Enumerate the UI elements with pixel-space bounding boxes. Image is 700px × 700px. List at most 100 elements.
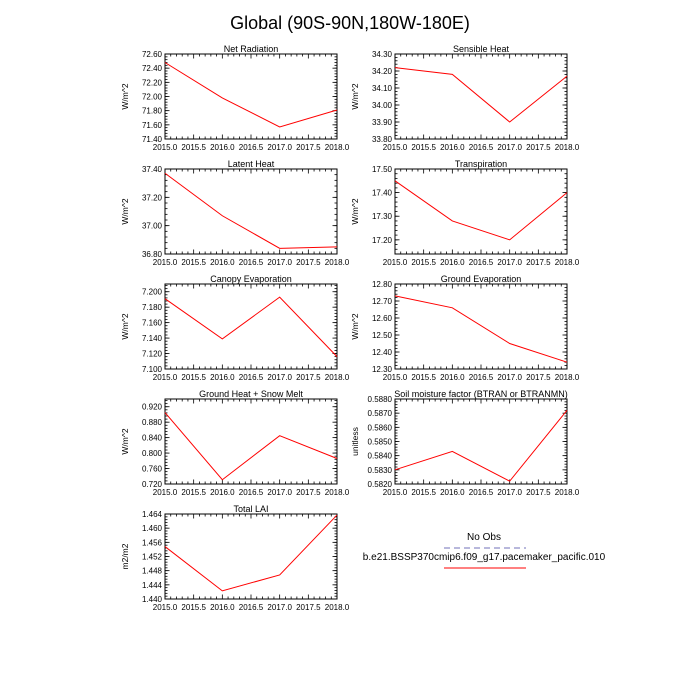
y-tick-label: 0.5850 [368,438,393,447]
x-tick-label: 2018.0 [325,488,350,497]
y-tick-label: 12.70 [372,297,393,306]
panel-title: Sensible Heat [453,44,510,54]
x-tick-label: 2017.0 [267,488,292,497]
x-tick-label: 2015.5 [181,603,206,612]
series-line [394,410,568,482]
y-axis-label: W/m^2 [350,83,360,109]
y-tick-label: 37.00 [142,222,163,231]
x-tick-label: 2015.0 [383,488,408,497]
y-tick-label: 33.80 [372,135,393,144]
x-tick-label: 2018.0 [555,143,580,152]
panel-title: Ground Evaporation [441,274,522,284]
x-tick-label: 2017.0 [497,143,522,152]
x-tick-label: 2017.5 [296,373,321,382]
y-tick-label: 0.840 [142,434,163,443]
panel-ground-evaporation: Ground Evaporation W/m^2 2015.0 2015.5 2016.… [350,274,580,382]
y-tick-label: 12.30 [372,365,393,374]
series-line [164,172,338,249]
y-tick-label: 33.90 [372,118,393,127]
series-line [394,180,568,241]
legend-label-obs: No Obs [467,532,501,543]
y-tick-label: 72.40 [142,64,163,73]
y-tick-label: 72.00 [142,93,163,102]
x-tick-label: 2016.0 [210,373,235,382]
x-tick-label: 2015.0 [153,258,178,267]
x-tick-label: 2016.0 [440,143,465,152]
y-axis-label: W/m^2 [120,198,130,224]
x-tick-label: 2018.0 [555,488,580,497]
x-tick-label: 2015.5 [181,488,206,497]
plot-frame [164,283,338,370]
x-tick-label: 2017.5 [296,143,321,152]
x-tick-label: 2015.0 [153,488,178,497]
x-tick-label: 2015.5 [411,488,436,497]
y-tick-label: 0.5820 [368,480,393,489]
x-tick-label: 2016.5 [239,258,264,267]
x-tick-label: 2016.0 [440,488,465,497]
x-tick-label: 2015.5 [181,258,206,267]
x-tick-label: 2016.5 [469,143,494,152]
series-line [394,295,568,363]
x-tick-label: 2016.5 [239,603,264,612]
x-tick-label: 2015.0 [383,373,408,382]
y-tick-label: 0.5830 [368,466,393,475]
y-tick-label: 7.200 [142,288,163,297]
x-tick-label: 2017.5 [526,258,551,267]
y-tick-label: 0.5870 [368,409,393,418]
x-tick-label: 2015.0 [383,143,408,152]
plot-frame [394,283,568,370]
x-tick-label: 2016.0 [210,258,235,267]
x-tick-label: 2017.5 [296,603,321,612]
y-tick-label: 71.80 [142,107,163,116]
x-tick-label: 2015.5 [411,373,436,382]
y-axis-label: W/m^2 [350,198,360,224]
panel-title: Soil moisture factor (BTRAN or BTRANMN) [394,389,568,399]
x-tick-label: 2016.0 [440,258,465,267]
series-line [164,296,338,357]
x-tick-label: 2017.0 [497,258,522,267]
x-tick-label: 2016.0 [440,373,465,382]
y-tick-label: 37.20 [142,193,163,202]
panel-title: Total LAI [233,504,268,514]
y-tick-label: 12.50 [372,331,393,340]
x-tick-label: 2015.5 [181,143,206,152]
x-tick-label: 2016.5 [469,258,494,267]
legend-label-model: b.e21.BSSP370cmip6.f09_g17.pacemaker_pac… [363,552,606,563]
x-tick-label: 2017.0 [267,143,292,152]
series-line [164,62,338,128]
x-tick-label: 2015.0 [153,373,178,382]
x-tick-label: 2018.0 [325,373,350,382]
panel-title: Ground Heat + Snow Melt [199,389,303,399]
x-tick-label: 2017.0 [267,373,292,382]
y-tick-label: 34.30 [372,50,393,59]
x-tick-label: 2017.0 [497,488,522,497]
y-tick-label: 17.40 [372,189,393,198]
y-tick-label: 12.60 [372,314,393,323]
y-tick-label: 37.40 [142,165,163,174]
legend: No Obs b.e21.BSSP370cmip6.f09_g17.pacema… [363,532,606,569]
y-tick-label: 1.440 [142,595,163,604]
x-tick-label: 2016.0 [210,603,235,612]
x-tick-label: 2016.5 [469,373,494,382]
y-tick-label: 34.00 [372,101,393,110]
y-tick-label: 1.448 [142,567,163,576]
x-tick-label: 2015.0 [153,143,178,152]
y-tick-label: 71.60 [142,121,163,130]
y-tick-label: 7.100 [142,365,163,374]
y-tick-label: 72.20 [142,78,163,87]
x-tick-label: 2017.5 [526,143,551,152]
series-line [164,514,338,592]
x-tick-label: 2017.0 [267,258,292,267]
x-tick-label: 2016.0 [210,488,235,497]
y-tick-label: 1.464 [142,510,163,519]
panel-net-radiation: Net Radiation W/m^2 2015.0 2015.5 2016.0 2016… [120,44,350,152]
panel-latent-heat: Latent Heat W/m^2 2015.0 2015.5 2016.0 2016.5… [120,159,350,267]
plot-frame [164,53,338,140]
y-tick-label: 7.180 [142,303,163,312]
x-tick-label: 2018.0 [555,373,580,382]
x-tick-label: 2016.0 [210,143,235,152]
y-tick-label: 12.80 [372,280,393,289]
x-tick-label: 2015.5 [411,258,436,267]
y-tick-label: 17.20 [372,236,393,245]
